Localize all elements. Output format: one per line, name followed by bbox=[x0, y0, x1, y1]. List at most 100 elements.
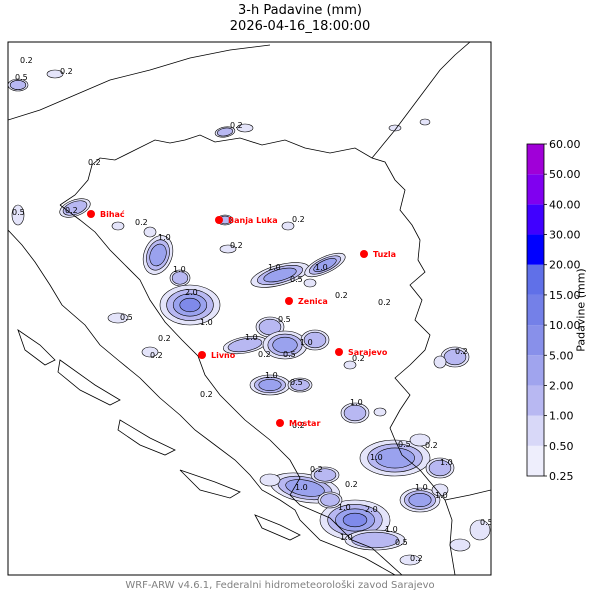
colorbar-tick-label: 20.00 bbox=[549, 259, 581, 272]
contour-label: 2.0 bbox=[365, 505, 378, 514]
precip-contour bbox=[171, 271, 189, 285]
precip-contour bbox=[399, 554, 421, 566]
precip-contour bbox=[408, 492, 432, 508]
city-label: Sarajevo bbox=[348, 348, 388, 357]
contour-label: 2.0 bbox=[185, 288, 198, 297]
contour-label: 0.5 bbox=[120, 313, 133, 322]
colorbar-segment bbox=[527, 355, 544, 386]
precip-contour bbox=[219, 244, 237, 254]
colorbar-segment bbox=[527, 174, 544, 205]
island-5 bbox=[254, 514, 301, 541]
contour-label: 0.2 bbox=[65, 206, 78, 215]
contour-label: 0.2 bbox=[345, 480, 358, 489]
contour-label: 0.2 bbox=[158, 334, 171, 343]
contour-label: 0.5 bbox=[15, 73, 28, 82]
contour-label: 0.2 bbox=[230, 241, 243, 250]
precip-contour bbox=[303, 331, 327, 349]
contour-label: 0.2 bbox=[310, 465, 323, 474]
credit-text: WRF-ARW v4.6.1, Federalni hidrometeorolo… bbox=[125, 580, 435, 591]
contour-label: 0.5 bbox=[290, 275, 303, 284]
contour-label: 1.0 bbox=[385, 525, 398, 534]
contour-label: 1.0 bbox=[245, 333, 258, 342]
contour-label: 0.2 bbox=[455, 347, 468, 356]
colorbar-tick-label: 50.00 bbox=[549, 168, 581, 181]
colorbar-tick-label: 60.00 bbox=[549, 138, 581, 151]
contour-label: 1.0 bbox=[415, 483, 428, 492]
colorbar-tick-label: 0.25 bbox=[549, 470, 574, 483]
precip-contour bbox=[290, 379, 310, 391]
precip-contour bbox=[281, 221, 295, 231]
contour-label: 1.0 bbox=[265, 371, 278, 380]
bih-border bbox=[59, 134, 456, 575]
precip-contour bbox=[469, 519, 491, 541]
city-label: Livno bbox=[211, 351, 236, 360]
colorbar-segment bbox=[527, 204, 544, 235]
island-2 bbox=[57, 359, 121, 406]
precip-contour bbox=[179, 297, 201, 313]
precip-contour bbox=[313, 258, 337, 272]
map-timestamp: 2026-04-16_18:00:00 bbox=[229, 19, 371, 34]
colorbar-label: Padavine (mm) bbox=[574, 268, 588, 352]
contour-label: 0.5 bbox=[283, 350, 296, 359]
precip-contour bbox=[149, 243, 167, 267]
contour-label: 1.0 bbox=[200, 318, 213, 327]
map-title: 3-h Padavine (mm) bbox=[238, 3, 362, 18]
precip-contour bbox=[9, 80, 27, 90]
contour-label: 0.2 bbox=[200, 390, 213, 399]
contour-label: 0.2 bbox=[378, 298, 391, 307]
contour-label: 0.5 bbox=[398, 440, 411, 449]
west-border bbox=[59, 204, 403, 575]
precip-contour bbox=[236, 123, 254, 133]
east-border bbox=[371, 42, 471, 159]
precipitation-areas bbox=[8, 69, 491, 566]
precip-contour bbox=[258, 379, 282, 391]
precip-contour bbox=[409, 433, 431, 447]
contour-label: 0.2 bbox=[292, 421, 305, 430]
contour-label: 0.2 bbox=[258, 350, 271, 359]
city-dot bbox=[215, 216, 223, 224]
island-1 bbox=[17, 328, 56, 366]
city-dot bbox=[276, 419, 284, 427]
city-dot bbox=[198, 351, 206, 359]
contour-labels: 0.20.20.50.20.20.5 0.20.2 0.20.21.01.02.01… bbox=[12, 56, 493, 563]
contour-label: 0.5 bbox=[278, 315, 291, 324]
city-label: Banja Luka bbox=[228, 216, 278, 225]
contour-label: 0.2 bbox=[335, 291, 348, 300]
north-border bbox=[8, 44, 271, 121]
contour-label: 0.2 bbox=[60, 67, 73, 76]
colorbar-tick-label: 0.50 bbox=[549, 440, 574, 453]
precip-contour bbox=[272, 336, 298, 354]
contour-label: 1.0 bbox=[300, 338, 313, 347]
city-label: Mostar bbox=[289, 419, 320, 428]
colorbar-segment bbox=[527, 144, 544, 175]
precip-contour bbox=[351, 531, 399, 549]
contour-label: 0.5 bbox=[480, 518, 493, 527]
precip-contour bbox=[375, 447, 415, 469]
precip-contour bbox=[431, 483, 449, 497]
city-dot bbox=[335, 348, 343, 356]
city-label: Bihać bbox=[100, 209, 125, 219]
contour-label: 0.2 bbox=[410, 554, 423, 563]
precip-contour bbox=[443, 348, 467, 366]
precip-contour bbox=[343, 360, 357, 370]
precip-contour bbox=[303, 278, 317, 288]
precip-contour bbox=[107, 312, 129, 324]
precip-contour bbox=[216, 127, 234, 137]
colorbar-segment bbox=[527, 445, 544, 476]
colorbar: 0.25 0.50 1.00 2.00 5.00 10.00 15.00 20.00 30.00… bbox=[526, 138, 581, 483]
precip-contour bbox=[419, 118, 431, 126]
colorbar-tick-label: 30.00 bbox=[549, 229, 581, 242]
precip-contour bbox=[46, 69, 64, 79]
precip-contour bbox=[342, 512, 368, 528]
colorbar-tick-label: 10.00 bbox=[549, 319, 581, 332]
contour-label: 1.0 bbox=[370, 453, 383, 462]
contour-label: 0.2 bbox=[352, 354, 365, 363]
contour-label: 0.2 bbox=[135, 218, 148, 227]
colorbar-tick-label: 2.00 bbox=[549, 379, 574, 392]
city-label: Zenica bbox=[298, 297, 328, 306]
contour-label: 0.2 bbox=[292, 215, 305, 224]
precip-contour bbox=[449, 538, 471, 552]
colorbar-tick-label: 15.00 bbox=[549, 289, 581, 302]
contour-label: 1.0 bbox=[158, 233, 171, 242]
